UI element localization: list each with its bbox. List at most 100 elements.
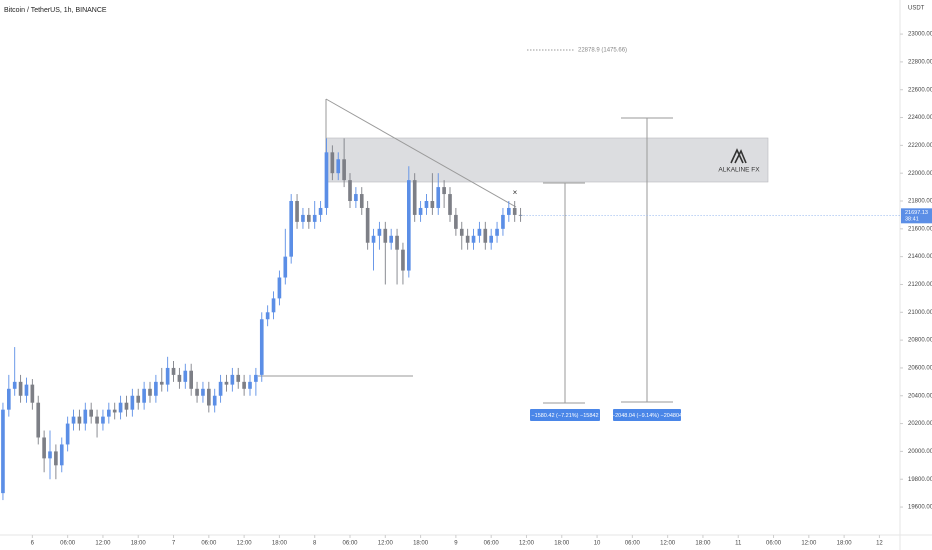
candle — [59, 437, 64, 473]
candle — [489, 228, 493, 250]
x-tick-label: 18:00 — [272, 541, 288, 547]
y-tick-label: 21200.00 — [908, 282, 932, 288]
candle — [483, 221, 488, 250]
candle-body — [365, 207, 370, 243]
candle-body — [1, 409, 5, 494]
x-tick-label: 06:00 — [201, 541, 217, 547]
x-tick-label: 18:00 — [695, 541, 711, 547]
candle — [271, 291, 276, 320]
currency-label: USDT — [908, 6, 925, 12]
candle-body — [24, 384, 29, 396]
candle-body — [230, 374, 235, 385]
logo-text: ALKALINE FX — [718, 167, 760, 174]
chart-title: Bitcoin / TetherUS, 1h, BINANCE — [4, 7, 107, 14]
candle-body — [507, 207, 511, 215]
candle-body — [59, 444, 64, 466]
candle-body — [436, 187, 441, 208]
candle-body — [77, 416, 82, 424]
y-tick-label: 21800.00 — [908, 199, 932, 205]
candle — [507, 201, 511, 222]
candle-body — [107, 409, 111, 417]
x-tick-label: 11 — [735, 541, 742, 547]
candle — [424, 194, 429, 215]
candle — [183, 363, 188, 389]
candle — [201, 381, 205, 403]
candle-body — [383, 228, 388, 243]
candle-body — [295, 201, 299, 222]
y-tick-label: 21600.00 — [908, 226, 932, 232]
candle — [318, 201, 323, 222]
candle-body — [65, 423, 70, 445]
candle-body — [471, 235, 476, 243]
x-tick-label: 12:00 — [378, 541, 394, 547]
y-tick-label: 22200.00 — [908, 143, 932, 149]
candle — [430, 173, 435, 215]
candle — [1, 402, 5, 501]
candle — [65, 416, 70, 452]
candle-body — [465, 235, 470, 243]
candle — [336, 152, 341, 181]
candle-body — [318, 207, 323, 215]
trend-line — [325, 98, 517, 208]
measure-box — [530, 409, 600, 421]
measure-box — [613, 409, 681, 421]
x-tick-label: 9 — [454, 541, 458, 547]
y-tick-label: 20600.00 — [908, 366, 932, 372]
marker: × — [513, 188, 518, 197]
logo-mark — [730, 148, 747, 164]
candle — [124, 395, 129, 417]
candle-body — [83, 409, 88, 424]
candle — [107, 402, 111, 424]
candle — [259, 312, 264, 382]
candle-body — [101, 416, 105, 424]
y-tick-label: 19800.00 — [908, 477, 932, 483]
candle-body — [348, 180, 352, 202]
candle-body — [95, 416, 99, 424]
candle-body — [412, 180, 417, 215]
x-tick-label: 06:00 — [60, 541, 76, 547]
candle-body — [54, 451, 58, 466]
candle — [207, 381, 211, 413]
candle — [248, 374, 252, 396]
candle — [283, 228, 288, 285]
candle-body — [430, 201, 435, 208]
candle — [454, 207, 458, 236]
candle-body — [418, 207, 423, 215]
candle — [224, 374, 229, 392]
candle-body — [148, 388, 152, 396]
y-tick-label: 22800.00 — [908, 59, 932, 65]
candle-body — [371, 235, 376, 243]
candle — [495, 221, 499, 243]
y-tick-label: 21000.00 — [908, 310, 932, 316]
candle-body — [495, 228, 499, 236]
candle — [24, 377, 29, 403]
candle — [501, 207, 505, 236]
candle-body — [224, 381, 229, 385]
candle-body — [30, 384, 35, 403]
candle — [154, 374, 158, 403]
candle-body — [159, 381, 164, 385]
candle-body — [442, 187, 446, 195]
x-tick-label: 18:00 — [837, 541, 853, 547]
measure-label: −2048.04 (−9.14%) −204804 — [612, 413, 682, 419]
candle — [324, 138, 329, 215]
candle — [101, 409, 105, 431]
candle-body — [289, 201, 293, 257]
x-tick-label: 12:00 — [660, 541, 676, 547]
y-tick-label: 20000.00 — [908, 449, 932, 455]
candle — [342, 138, 346, 188]
candle — [136, 388, 141, 410]
candle-body — [265, 312, 270, 320]
candle — [365, 201, 370, 250]
countdown-label: 38:41 — [905, 216, 919, 222]
x-tick-label: 7 — [172, 541, 176, 547]
candle — [442, 180, 446, 208]
candle-body — [207, 388, 211, 406]
candle-body — [512, 207, 517, 215]
candle — [436, 173, 441, 215]
candle — [307, 207, 311, 229]
candle-body — [424, 201, 429, 208]
candle — [42, 430, 46, 473]
candle-body — [201, 388, 205, 396]
candle — [254, 367, 258, 396]
